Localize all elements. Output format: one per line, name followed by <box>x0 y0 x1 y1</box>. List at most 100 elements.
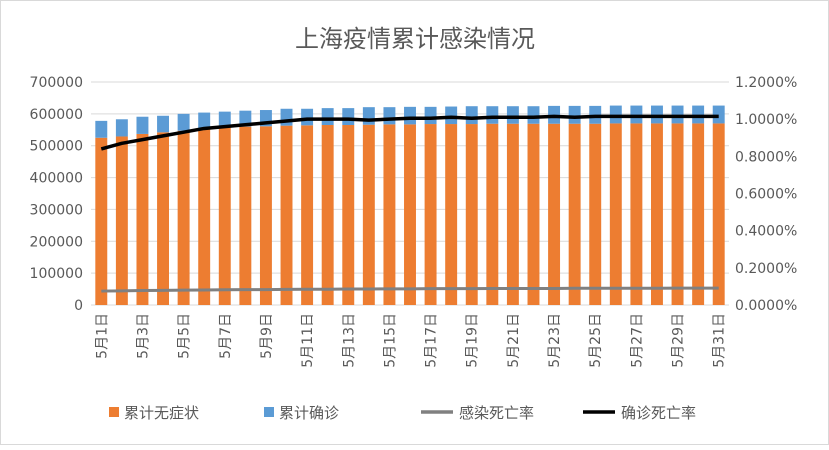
x-tick-label: 5月1日 <box>94 313 110 359</box>
bar-累计确诊 <box>362 107 375 125</box>
bar-累计无症状 <box>712 123 725 306</box>
bar-累计无症状 <box>527 123 540 306</box>
bar-累计无症状 <box>259 126 272 305</box>
x-tick-label: 5月11日 <box>300 313 316 368</box>
bar-累计确诊 <box>342 108 355 126</box>
bar-累计无症状 <box>404 124 416 306</box>
bar-累计无症状 <box>321 125 334 305</box>
y-right-tick-label: 0.6000% <box>735 187 797 203</box>
bar-累计无症状 <box>568 123 581 306</box>
bar-累计确诊 <box>486 106 499 124</box>
bar-累计确诊 <box>177 113 190 131</box>
bar-累计无症状 <box>383 124 396 306</box>
bar-累计确诊 <box>301 108 314 126</box>
bar-累计无症状 <box>548 123 561 306</box>
y-left-tick-label: 600000 <box>30 107 83 123</box>
bar-累计确诊 <box>712 105 725 124</box>
y-left-tick-label: 100000 <box>30 266 83 282</box>
bar-累计确诊 <box>95 120 108 138</box>
legend-label: 感染死亡率 <box>459 404 534 422</box>
x-tick-label: 5月13日 <box>341 313 357 368</box>
x-tick-label: 5月21日 <box>506 313 522 368</box>
y-left-tick-label: 300000 <box>30 202 83 218</box>
x-tick-label: 5月27日 <box>629 313 645 368</box>
bar-累计无症状 <box>136 133 149 305</box>
bar-累计无症状 <box>630 123 643 306</box>
y-left-tick-label: 700000 <box>30 75 83 91</box>
bar-累计无症状 <box>589 123 602 306</box>
bar-累计确诊 <box>218 111 231 128</box>
legend-label: 累计确诊 <box>279 404 339 422</box>
bar-累计确诊 <box>157 115 170 133</box>
bar-累计无症状 <box>95 137 108 305</box>
bar-累计无症状 <box>424 124 437 306</box>
y-right-tick-label: 0.2000% <box>735 261 797 277</box>
y-right-tick-label: 0.4000% <box>735 224 797 240</box>
x-tick-label: 5月3日 <box>135 313 151 359</box>
x-tick-label: 5月29日 <box>671 313 687 368</box>
bar-累计确诊 <box>115 119 128 137</box>
bar-累计确诊 <box>527 106 540 124</box>
bar-累计无症状 <box>671 123 684 306</box>
bar-累计无症状 <box>301 125 314 305</box>
y-right-tick-label: 0.0000% <box>735 298 797 314</box>
bar-累计确诊 <box>465 106 478 125</box>
chart-title: 上海疫情累计感染情况 <box>295 25 535 53</box>
legend-label: 确诊死亡率 <box>621 404 696 422</box>
bar-累计无症状 <box>198 128 211 305</box>
y-right-tick-label: 0.8000% <box>735 149 797 165</box>
bar-累计确诊 <box>404 106 416 125</box>
bar-累计确诊 <box>650 105 663 124</box>
x-tick-label: 5月7日 <box>218 313 234 359</box>
bar-累计确诊 <box>445 106 458 125</box>
bar-累计无症状 <box>115 136 128 305</box>
bar-累计确诊 <box>383 107 396 125</box>
y-left-tick-label: 0 <box>74 298 83 314</box>
bar-累计无症状 <box>280 125 293 305</box>
bar-累计无症状 <box>486 123 499 306</box>
x-tick-label: 5月31日 <box>712 313 728 368</box>
bar-累计确诊 <box>506 106 519 124</box>
x-tick-label: 5月19日 <box>465 313 481 368</box>
bar-累计确诊 <box>671 105 684 124</box>
bar-累计确诊 <box>239 110 252 127</box>
bar-累计无症状 <box>157 132 170 305</box>
bar-累计确诊 <box>259 110 272 127</box>
legend-swatch <box>109 407 119 417</box>
bar-累计无症状 <box>177 130 190 305</box>
bar-累计确诊 <box>630 105 643 124</box>
bar-累计无症状 <box>445 124 458 306</box>
bar-累计无症状 <box>218 127 231 305</box>
x-tick-label: 5月9日 <box>259 313 275 359</box>
x-tick-label: 5月17日 <box>424 313 440 368</box>
line-确诊死亡率 <box>100 114 719 151</box>
x-tick-label: 5月5日 <box>177 313 193 359</box>
bar-累计无症状 <box>650 123 663 306</box>
y-left-tick-label: 500000 <box>30 139 83 155</box>
bar-累计确诊 <box>136 116 149 134</box>
y-left-tick-label: 400000 <box>30 171 83 187</box>
x-tick-label: 5月15日 <box>382 313 398 368</box>
y-right-tick-label: 1.0000% <box>735 112 797 128</box>
x-tick-label: 5月25日 <box>588 313 604 368</box>
y-right-tick-label: 1.2000% <box>735 75 797 91</box>
bar-累计确诊 <box>280 108 293 126</box>
bar-累计无症状 <box>609 123 622 306</box>
bar-累计无症状 <box>362 124 375 305</box>
bar-累计确诊 <box>321 108 334 126</box>
bar-累计确诊 <box>568 105 581 124</box>
y-left-tick-label: 200000 <box>30 234 83 250</box>
line-感染死亡率 <box>101 286 719 293</box>
bar-累计确诊 <box>424 106 437 125</box>
bar-累计无症状 <box>506 123 519 306</box>
legend-swatch <box>264 407 274 417</box>
bar-累计无症状 <box>342 125 355 305</box>
bar-累计确诊 <box>198 112 211 129</box>
bar-累计确诊 <box>609 105 622 124</box>
bar-累计无症状 <box>692 123 705 306</box>
bar-累计无症状 <box>465 124 478 306</box>
x-tick-label: 5月23日 <box>547 313 563 368</box>
bar-累计确诊 <box>692 105 705 124</box>
